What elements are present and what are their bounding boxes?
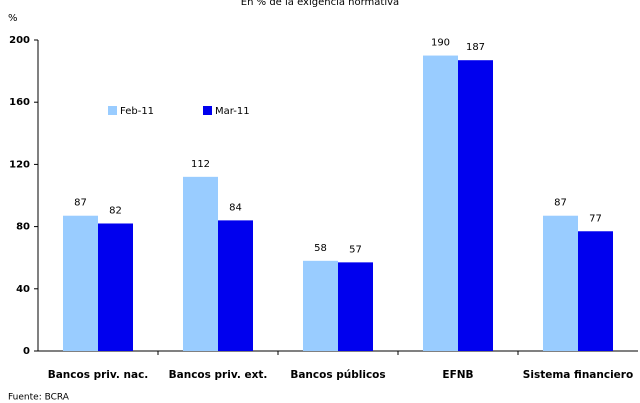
bar	[183, 176, 218, 351]
bar	[63, 215, 98, 351]
bar	[218, 220, 253, 351]
legend-swatch	[108, 106, 117, 115]
data-label: 58	[314, 243, 327, 254]
legend-label: Mar-11	[215, 106, 250, 117]
x-tick-label: Bancos públicos	[290, 369, 385, 381]
x-tick-label: Bancos priv. nac.	[48, 369, 149, 381]
y-tick-label: 80	[16, 222, 30, 233]
y-axis-label: %	[8, 13, 18, 24]
source-note: Fuente: BCRA	[8, 393, 70, 403]
x-tick-label: EFNB	[442, 369, 473, 381]
data-label: 87	[554, 198, 567, 209]
bar	[578, 231, 613, 351]
x-tick-label: Sistema financiero	[523, 369, 633, 381]
x-tick-label: Bancos priv. ext.	[169, 369, 268, 381]
chart-title: En % de la exigencia normativa	[241, 0, 399, 8]
data-label: 57	[349, 244, 362, 255]
bar	[543, 215, 578, 351]
data-label: 87	[74, 198, 87, 209]
bar	[458, 60, 493, 352]
data-label: 112	[191, 159, 210, 170]
y-tick-label: 200	[9, 35, 30, 46]
bar	[423, 55, 458, 352]
bar	[303, 260, 338, 351]
bar	[98, 223, 133, 351]
data-label: 190	[431, 38, 450, 49]
y-tick-label: 160	[9, 97, 30, 108]
y-tick-label: 40	[16, 284, 30, 295]
data-label: 77	[589, 213, 602, 224]
y-tick-label: 120	[9, 159, 30, 170]
legend-label: Feb-11	[120, 106, 154, 117]
y-tick-label: 0	[23, 346, 30, 357]
data-label: 82	[109, 205, 122, 216]
data-label: 187	[466, 42, 485, 53]
bar	[338, 262, 373, 351]
data-label: 84	[229, 202, 242, 213]
legend-swatch	[203, 106, 212, 115]
